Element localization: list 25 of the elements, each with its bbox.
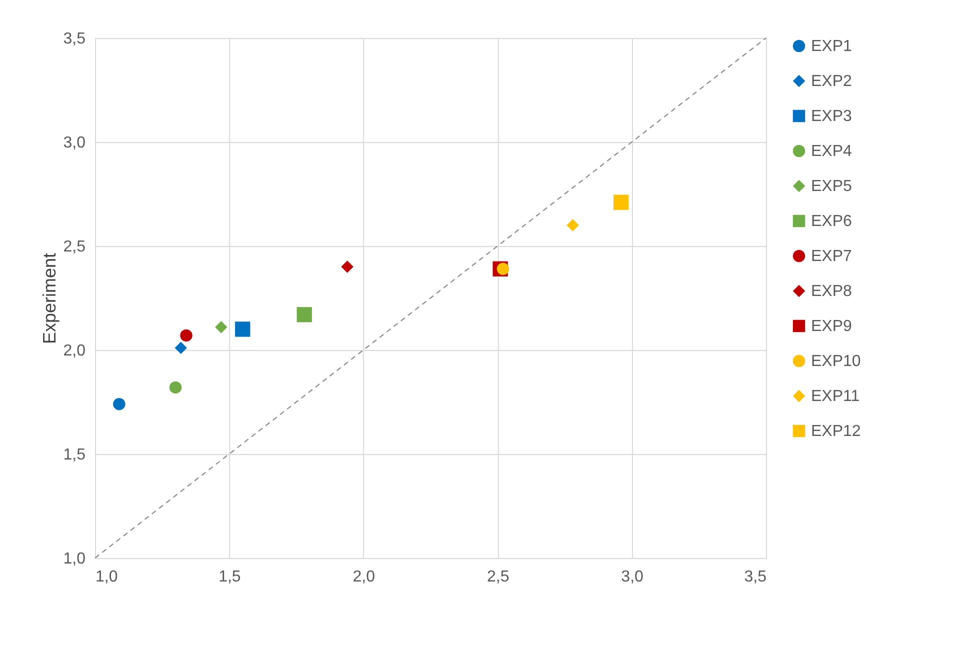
y-tick-label: 3,5 [63, 30, 86, 48]
legend-label: EXP1 [811, 38, 852, 55]
legend-label: EXP7 [811, 248, 852, 265]
x-tick-label: 3,0 [621, 568, 644, 586]
legend-label: EXP8 [811, 283, 852, 300]
legend-label: EXP12 [811, 423, 861, 440]
x-tick-label: 2,0 [352, 568, 376, 586]
legend-label: EXP11 [811, 388, 860, 405]
legend-label: EXP6 [811, 213, 852, 230]
legend-label: EXP9 [811, 318, 852, 335]
x-tick-label: 2,5 [486, 568, 510, 586]
legend-label: EXP2 [811, 73, 852, 90]
legend-label: EXP10 [811, 353, 861, 370]
y-axis-title: Experiment [39, 252, 60, 344]
y-tick-label: 1,0 [63, 550, 86, 568]
x-tick-label: 1,5 [218, 568, 241, 586]
y-tick-label: 2,0 [63, 342, 86, 360]
y-tick-label: 1,5 [63, 446, 86, 464]
y-tick-label: 2,5 [63, 238, 86, 256]
y-tick-label: 3,0 [63, 134, 86, 152]
x-tick-label: 1,0 [96, 568, 118, 586]
x-tick-label: 3,5 [744, 568, 767, 586]
legend-label: EXP5 [811, 178, 852, 195]
legend-label: EXP3 [811, 108, 852, 125]
legend-label: EXP4 [811, 143, 852, 160]
